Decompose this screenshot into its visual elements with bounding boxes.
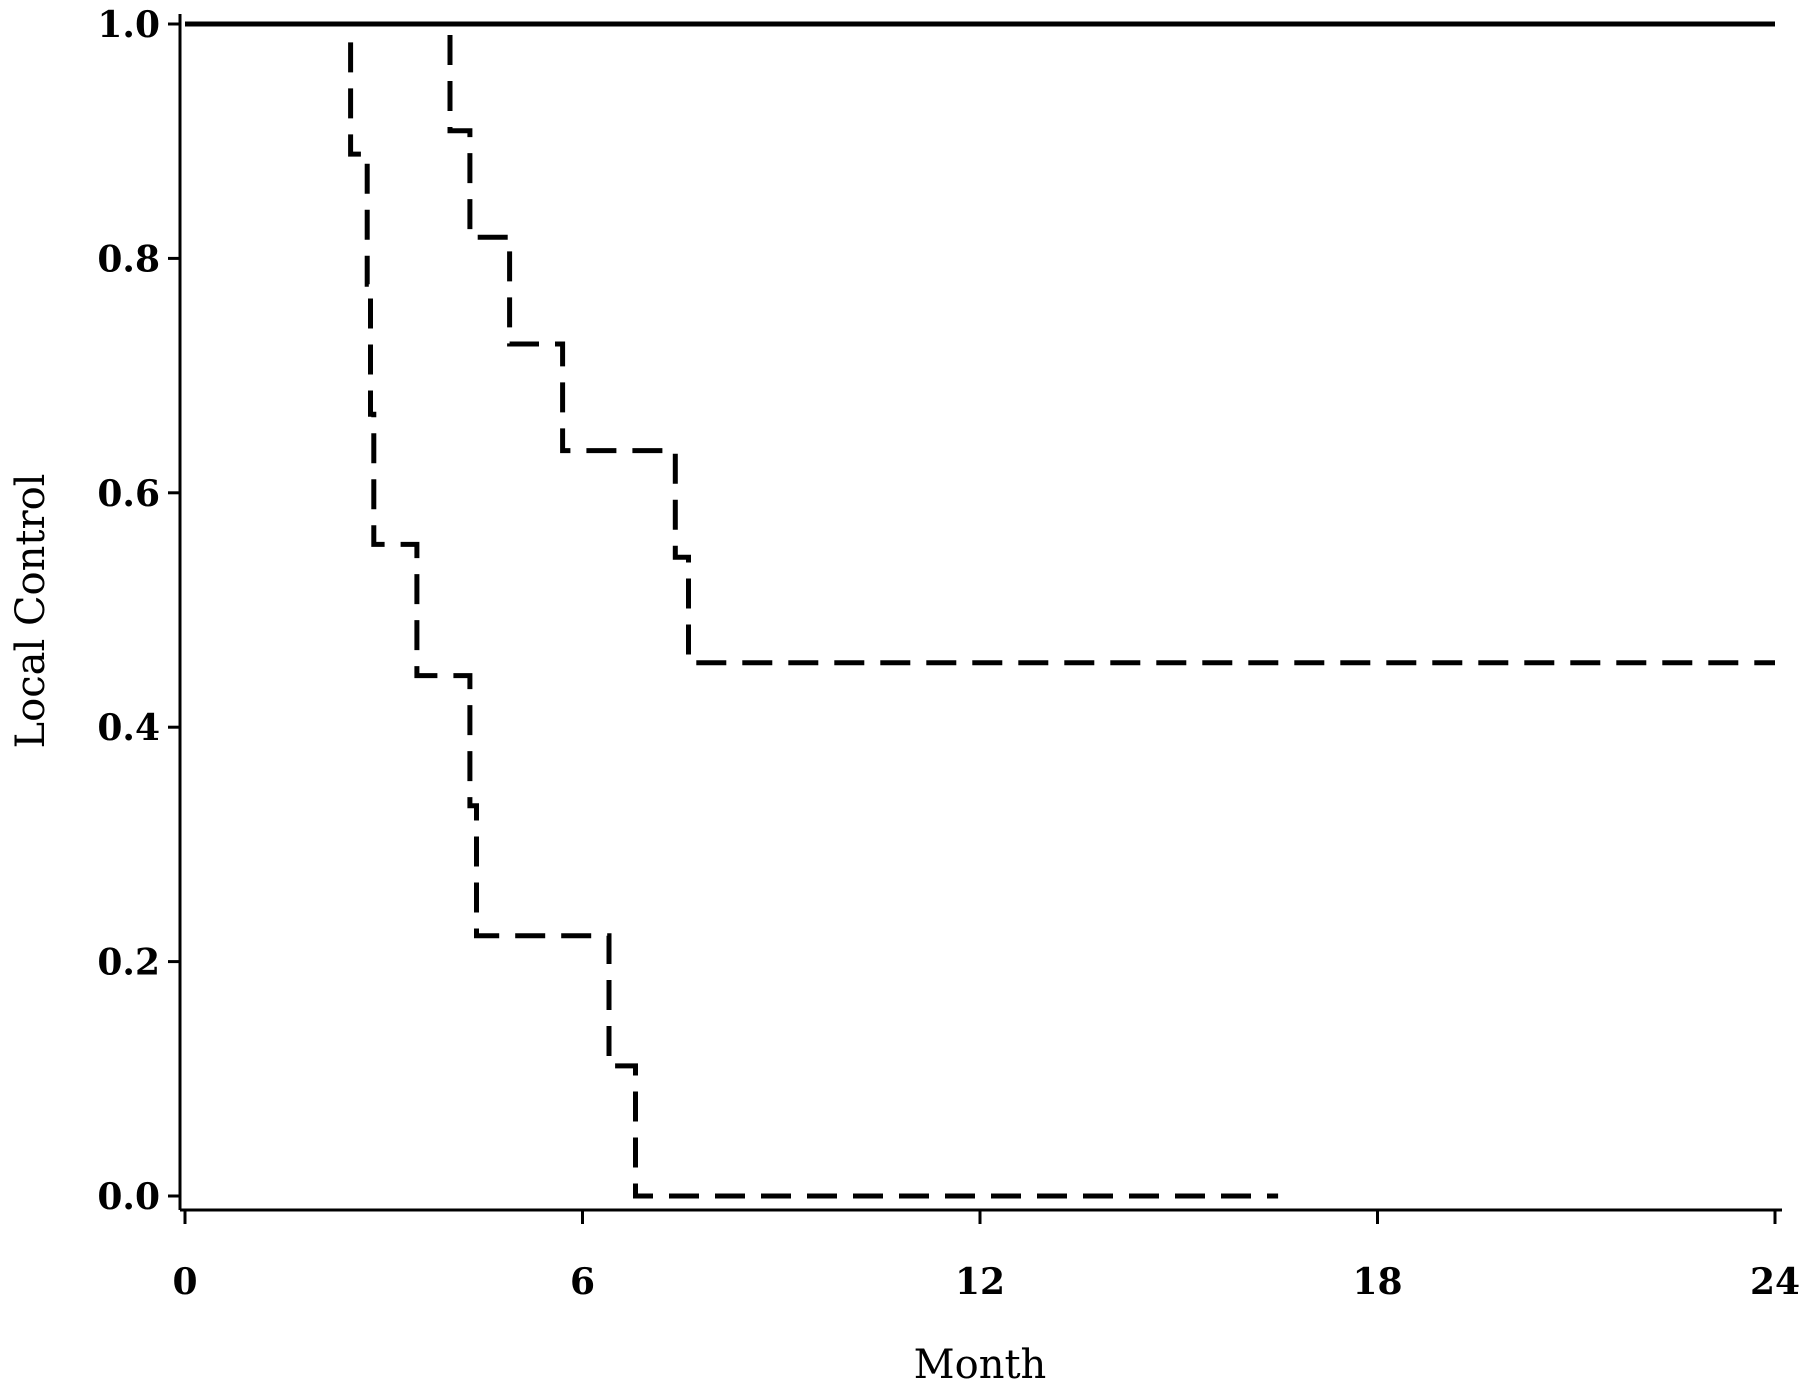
y-tick-label: 1.0 <box>97 4 160 46</box>
x-tick-label: 6 <box>570 1261 595 1303</box>
y-tick-label: 0.6 <box>97 473 160 515</box>
y-axis-title: Local Control <box>8 474 54 749</box>
x-tick-label: 12 <box>955 1261 1005 1303</box>
y-tick-label: 0.2 <box>97 942 160 984</box>
x-tick-label: 0 <box>172 1261 197 1303</box>
series-layer <box>185 21 1775 1199</box>
series-3-line <box>185 21 1279 1199</box>
x-axis-title: Month <box>914 1342 1047 1386</box>
y-tick-label: 0.4 <box>97 707 160 749</box>
y-tick-label: 0.0 <box>97 1176 160 1218</box>
series-2-line <box>185 21 1775 666</box>
y-tick-label: 0.8 <box>97 238 160 280</box>
axes: 0.0 0.2 0.4 0.6 0.8 1.0 0 6 12 18 24 <box>97 4 1800 1303</box>
x-tick-label: 24 <box>1750 1261 1800 1303</box>
x-tick-label: 18 <box>1352 1261 1402 1303</box>
